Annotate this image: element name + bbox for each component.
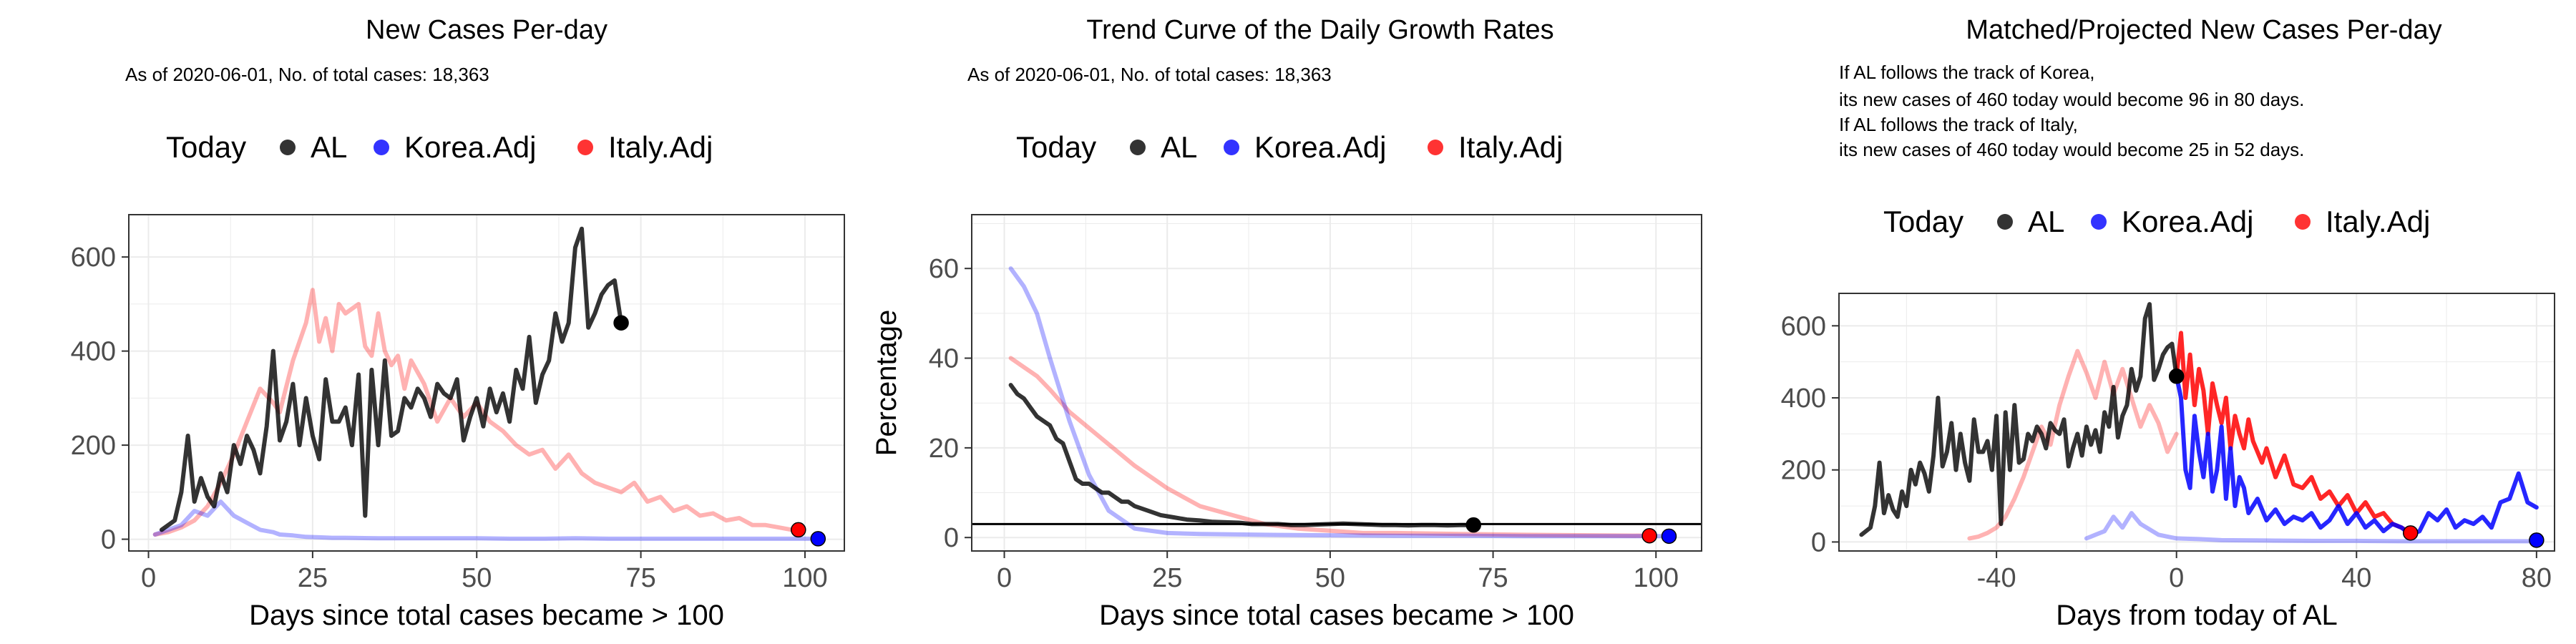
y-tick-label: 600 xyxy=(1781,311,1826,341)
legend-label-korea-adj: Korea.Adj xyxy=(2122,205,2253,238)
series-line-korea-adj xyxy=(1008,266,1672,539)
x-axis-title: Days from today of AL xyxy=(2056,600,2338,631)
x-tick-label: 25 xyxy=(298,563,328,593)
legend-key-italy-adj xyxy=(1428,140,1443,155)
x-tick-label: 50 xyxy=(1315,563,1345,593)
legend-label-korea-adj: Korea.Adj xyxy=(1254,130,1386,164)
gridlines xyxy=(1839,293,2555,551)
legend-key-al xyxy=(280,140,296,155)
series-line-korea-adj-projected xyxy=(2174,374,2539,537)
plot-area: 0 25 50 75 100 0 20 40 60 Days since total cases … xyxy=(929,214,1702,631)
note-line: If AL follows the track of Korea, xyxy=(1839,62,2094,83)
x-tick-label: 100 xyxy=(782,563,827,593)
panel-title: Matched/Projected New Cases Per-day xyxy=(1966,15,2441,45)
x-tick-label: -40 xyxy=(1977,563,2016,593)
series-line-italy-adj-matched xyxy=(1967,348,2179,541)
series-line-italy-adj xyxy=(1008,356,1652,538)
y-tick-label: 0 xyxy=(944,523,959,553)
note-line: If AL follows the track of Italy, xyxy=(1839,114,2078,135)
today-point-italy-adj xyxy=(791,522,806,538)
x-tick-label: 40 xyxy=(2341,563,2371,593)
legend-label-al: AL xyxy=(2028,205,2064,238)
y-tick-label: 60 xyxy=(929,254,959,284)
legend-label-italy-adj: Italy.Adj xyxy=(608,130,713,164)
series-line-al xyxy=(1008,383,1476,528)
y-tick-label: 0 xyxy=(1811,527,1826,557)
legend-title: Today xyxy=(1016,130,1096,164)
today-point-italy-adj xyxy=(2402,525,2419,541)
today-point-italy-adj xyxy=(1641,527,1657,544)
legend-key-al xyxy=(1130,140,1146,155)
legend-key-korea-adj xyxy=(1224,140,1239,155)
y-axis-title: Percentage xyxy=(871,310,902,457)
legend: Today AL Korea.Adj Italy.Adj xyxy=(1016,130,1563,164)
legend-key-al xyxy=(1997,214,2013,230)
x-tick-label: 75 xyxy=(1478,563,1508,593)
panel-subtitle: As of 2020-06-01, No. of total cases: 18… xyxy=(125,64,489,85)
panel-growth-rates: Trend Curve of the Daily Growth Rates As… xyxy=(871,15,1702,631)
x-tick-label: 25 xyxy=(1152,563,1182,593)
x-tick-label: 0 xyxy=(997,563,1012,593)
x-tick-label: 75 xyxy=(625,563,655,593)
x-axis-title: Days since total cases became > 100 xyxy=(249,600,724,631)
x-tick-label: 50 xyxy=(462,563,492,593)
gridlines xyxy=(129,215,844,551)
legend-key-korea-adj xyxy=(374,140,389,155)
note-line: its new cases of 460 today would become … xyxy=(1839,89,2304,110)
panel-border xyxy=(971,214,1702,552)
legend-key-italy-adj xyxy=(577,140,593,155)
x-axis-title: Days since total cases became > 100 xyxy=(1099,600,1574,631)
x-tick-label: 0 xyxy=(2169,563,2184,593)
panel-subtitle: As of 2020-06-01, No. of total cases: 18… xyxy=(967,64,1332,85)
gridlines xyxy=(972,215,1702,551)
y-tick-label: 600 xyxy=(71,243,116,273)
y-tick-label: 200 xyxy=(71,431,116,461)
series-line-korea-adj xyxy=(152,499,821,541)
panel-new-cases: New Cases Per-day As of 2020-06-01, No. … xyxy=(71,15,845,631)
y-tick-label: 0 xyxy=(101,525,116,555)
panel-title: Trend Curve of the Daily Growth Rates xyxy=(1086,15,1553,45)
legend-title: Today xyxy=(1883,205,1963,238)
legend-key-italy-adj xyxy=(2295,214,2311,230)
today-point-korea-adj xyxy=(810,531,826,547)
y-tick-label: 40 xyxy=(929,344,959,374)
y-tick-label: 400 xyxy=(1781,384,1826,414)
y-tick-label: 200 xyxy=(1781,456,1826,486)
series-line-al xyxy=(159,226,624,532)
today-point-al xyxy=(613,315,629,331)
series-line-al xyxy=(1859,302,2179,537)
panel-border xyxy=(1838,293,2555,552)
today-point-al xyxy=(2168,369,2185,384)
x-tick-label: 100 xyxy=(1634,563,1679,593)
legend: Today AL Korea.Adj Italy.Adj xyxy=(1883,205,2430,238)
legend-label-al: AL xyxy=(1161,130,1197,164)
legend-title: Today xyxy=(166,130,246,164)
legend-key-korea-adj xyxy=(2091,214,2107,230)
today-point-korea-adj xyxy=(2529,532,2545,548)
today-point-korea-adj xyxy=(1661,528,1677,545)
y-tick-label: 400 xyxy=(71,337,116,367)
note-line: its new cases of 460 today would become … xyxy=(1839,139,2304,160)
plot-area: -40 0 40 80 0 200 400 600 Days from today of AL xyxy=(1781,293,2555,631)
legend: Today AL Korea.Adj Italy.Adj xyxy=(166,130,713,164)
x-tick-label: 0 xyxy=(141,563,156,593)
series-line-korea-adj-matched xyxy=(2084,511,2539,544)
legend-label-al: AL xyxy=(311,130,347,164)
legend-label-italy-adj: Italy.Adj xyxy=(2326,205,2430,238)
plot-area: 0 25 50 75 100 0 200 400 600 Days since total cas… xyxy=(71,214,845,631)
panel-title: New Cases Per-day xyxy=(366,15,608,45)
x-tick-label: 80 xyxy=(2522,563,2552,593)
panel-border xyxy=(128,214,845,552)
legend-label-italy-adj: Italy.Adj xyxy=(1458,130,1563,164)
today-point-al xyxy=(1465,517,1481,533)
panel-projected: Matched/Projected New Cases Per-day If A… xyxy=(1781,15,2555,631)
legend-label-korea-adj: Korea.Adj xyxy=(404,130,536,164)
y-tick-label: 20 xyxy=(929,434,959,464)
